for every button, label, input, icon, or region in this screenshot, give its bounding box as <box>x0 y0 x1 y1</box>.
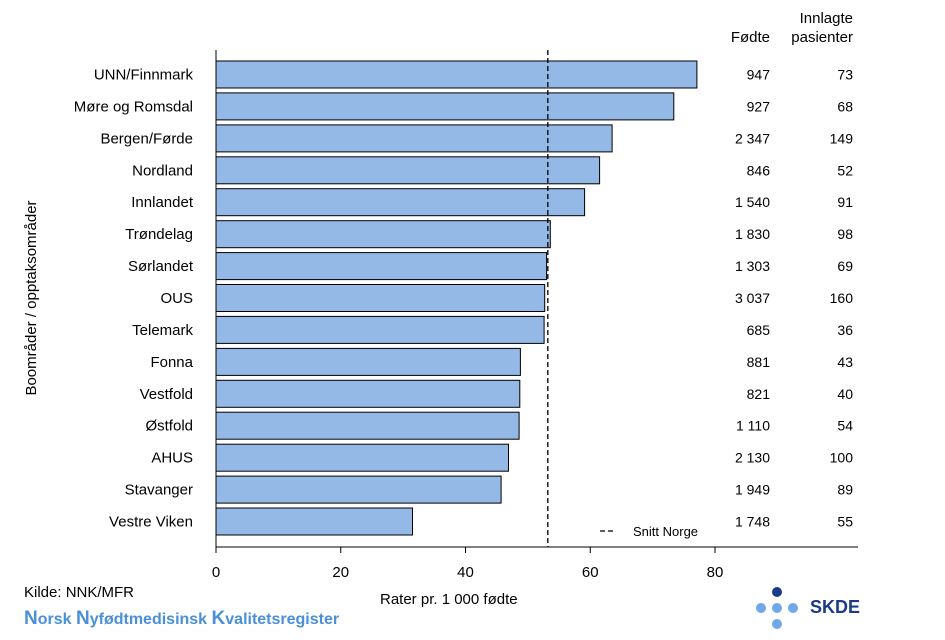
fodte-value-6: 1 303 <box>735 258 770 274</box>
category-label-5: Trøndelag <box>125 226 193 243</box>
brand-rest-1: yfødtmedisinsk <box>89 611 212 628</box>
skde-logo <box>756 587 798 629</box>
innlagte-value-14: 55 <box>837 514 853 530</box>
category-label-7: OUS <box>160 290 193 307</box>
bar-10 <box>215 379 521 408</box>
legend-label: Snitt Norge <box>633 524 698 539</box>
logo-dot-left <box>756 603 766 613</box>
innlagte-value-2: 149 <box>830 130 854 146</box>
category-label-11: Østfold <box>145 418 193 435</box>
bar-12 <box>215 443 509 472</box>
fodte-value-10: 821 <box>747 386 771 402</box>
bar-9 <box>215 347 521 376</box>
logo-dot-right <box>788 603 798 613</box>
innlagte-value-10: 40 <box>837 386 853 402</box>
fodte-value-11: 1 110 <box>736 418 770 434</box>
col-header-fodte: Fødte <box>731 29 770 46</box>
x-tick-label-0: 0 <box>212 564 220 580</box>
fodte-value-12: 2 130 <box>735 450 770 466</box>
x-axis-label: Rater pr. 1 000 fødte <box>380 591 518 608</box>
x-tick-label-2: 40 <box>457 564 474 580</box>
logo-dot-center <box>772 603 782 613</box>
brand-cap-2: K <box>211 608 226 629</box>
category-label-12: AHUS <box>151 450 193 467</box>
innlagte-value-6: 69 <box>837 258 853 274</box>
x-tick-label-1: 20 <box>332 564 349 580</box>
fodte-value-5: 1 830 <box>735 226 770 242</box>
innlagte-value-5: 98 <box>837 226 853 242</box>
fodte-value-13: 1 949 <box>735 482 770 498</box>
category-label-10: Vestfold <box>140 386 193 403</box>
category-label-9: Fonna <box>150 354 193 371</box>
innlagte-value-3: 52 <box>837 162 853 178</box>
fodte-value-8: 685 <box>747 322 771 338</box>
fodte-value-2: 2 347 <box>735 130 770 146</box>
logo-dot-top <box>772 587 782 597</box>
innlagte-value-0: 73 <box>837 67 853 83</box>
y-axis-label: Boområder / opptaksområder <box>23 200 40 395</box>
innlagte-value-13: 89 <box>837 482 853 498</box>
innlagte-value-8: 36 <box>837 322 853 338</box>
bar-6 <box>215 252 548 281</box>
bar-4 <box>215 188 586 217</box>
brand-cap-1: N <box>75 608 90 629</box>
category-label-3: Nordland <box>132 162 193 179</box>
bar-3 <box>215 156 601 185</box>
bar-0 <box>215 60 698 89</box>
bar-2 <box>215 124 613 153</box>
brand-cap-0: N <box>24 608 38 629</box>
brand-rest-2: valitetsregister <box>225 611 340 628</box>
col-header-innlagte-line2: pasienter <box>791 29 853 46</box>
logo-text: SKDE <box>810 597 861 617</box>
col-header-innlagte-line1: Innlagte <box>800 10 853 27</box>
bar-14 <box>215 507 413 536</box>
innlagte-value-12: 100 <box>830 450 854 466</box>
fodte-value-14: 1 748 <box>735 514 770 530</box>
bar-5 <box>215 220 551 249</box>
fodte-value-1: 927 <box>747 98 771 114</box>
bar-chart: UNN/Finnmark 947 73 Møre og Romsdal 927 68 Ber… <box>23 10 858 580</box>
x-tick-label-4: 80 <box>707 564 724 580</box>
bar-8 <box>215 315 545 344</box>
bar-11 <box>215 411 520 440</box>
innlagte-value-11: 54 <box>837 418 853 434</box>
category-label-8: Telemark <box>132 322 193 339</box>
registry-name: Norsk Nyfødtmedisinsk Kvalitetsregister <box>24 608 339 630</box>
category-label-4: Innlandet <box>131 194 194 211</box>
fodte-value-4: 1 540 <box>735 194 770 210</box>
fodte-value-7: 3 037 <box>735 290 770 306</box>
innlagte-value-1: 68 <box>837 98 853 114</box>
x-tick-label-3: 60 <box>582 564 599 580</box>
category-label-6: Sørlandet <box>128 258 194 275</box>
category-label-0: UNN/Finnmark <box>94 67 194 84</box>
innlagte-value-7: 160 <box>830 290 854 306</box>
fodte-value-3: 846 <box>747 162 771 178</box>
category-label-2: Bergen/Førde <box>100 130 193 147</box>
brand-rest-0: orsk <box>37 611 76 628</box>
logo-dot-bottom <box>772 619 782 629</box>
fodte-value-9: 881 <box>747 354 771 370</box>
fodte-value-0: 947 <box>747 67 771 83</box>
source-note: Kilde: NNK/MFR <box>24 584 135 601</box>
category-label-14: Vestre Viken <box>109 514 193 531</box>
bar-13 <box>215 475 502 504</box>
bar-1 <box>215 92 675 121</box>
bar-7 <box>215 284 546 312</box>
category-label-13: Stavanger <box>125 482 193 499</box>
innlagte-value-4: 91 <box>837 194 853 210</box>
innlagte-value-9: 43 <box>837 354 853 370</box>
category-label-1: Møre og Romsdal <box>74 98 193 115</box>
